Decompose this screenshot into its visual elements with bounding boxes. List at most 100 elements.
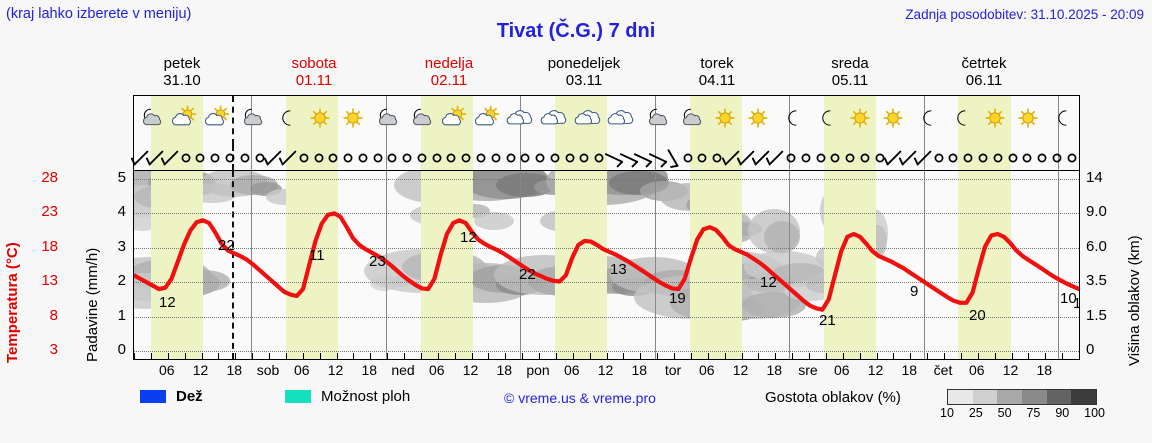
wind-calm-icon [839,145,861,170]
moon-icon [273,105,299,149]
density-step-25 [972,390,998,404]
showers-legend-label: Možnost ploh [321,388,411,405]
wind-calm-icon [588,145,610,170]
gridline-horizontal [134,213,1079,215]
sun-cloud-icon [205,105,231,149]
daylight-band [421,171,473,359]
wind-calm-icon [381,145,403,170]
sun-icon [880,105,906,149]
wind-calm-icon [1031,145,1053,170]
gridline-horizontal [134,179,1079,180]
x-axis-label: 18 [496,362,513,378]
sun-icon [340,105,366,149]
day-header-5: torek 04.11 [657,55,777,89]
day-name: sobota [291,55,337,72]
x-axis-label: 06 [833,362,850,378]
rain-legend-swatch [140,390,166,403]
wind-barb-icon [736,145,758,170]
density-step-100 [1071,390,1097,404]
wind-calm-icon [308,145,330,170]
temperature-extreme-label: 13 [610,261,627,278]
density-step-75 [1022,390,1047,404]
wind-calm-icon [470,145,492,170]
wind-calm-icon [204,145,226,170]
wind-calm-icon [972,145,994,170]
wind-calm-icon [219,145,241,170]
x-axis-label: 12 [462,362,479,378]
day-header-1: petek 31.10 [122,55,242,89]
day-separator [1058,145,1059,170]
temperature-extreme-label: 10 [1060,290,1077,307]
day-header-strip: petek 31.10 sobota 01.11 nedelja 02.11 ponedel… [133,55,1080,95]
day-name: sreda [831,55,869,72]
copyright-link[interactable]: © vreme.us & vreme.pro [504,390,656,406]
density-tick: 10 [940,406,954,420]
x-axis-label: 18 [1036,362,1053,378]
wind-barb-icon [603,145,625,170]
wind-calm-icon [824,145,846,170]
cloud-density-legend-label: Gostota oblakov (%) [765,389,901,406]
wind-calm-icon [337,145,359,170]
wind-calm-icon [455,145,477,170]
precipitation-tick-5: 0 [117,341,126,358]
day-header-4: ponedeljek 03.11 [524,55,644,89]
wind-barb-icon [765,145,787,170]
cloud-height-tick-0: 14 [1086,169,1103,186]
day-header-7: četrtek 06.11 [924,55,1044,89]
precipitation-tick-0: 5 [117,169,126,186]
precipitation-tick-2: 3 [117,237,126,255]
x-axis-label: 06 [428,362,445,378]
day-separator [1058,96,1059,145]
temperature-extreme-label: 12 [159,294,176,311]
daylight-band [824,171,876,359]
wind-calm-icon [293,145,315,170]
wind-calm-icon [396,145,418,170]
temperature-extreme-label: 19 [669,290,686,307]
moon-cloud-icon [239,105,265,149]
x-axis-label: 18 [226,362,243,378]
wind-calm-icon [234,145,256,170]
wind-calm-icon [691,145,713,170]
wind-barb-icon [662,145,684,170]
temperature-extreme-label: 11 [309,247,325,264]
x-axis-label: sob [256,362,280,378]
cloud-icon [574,105,603,149]
sun-cloud-icon [171,105,198,149]
moon-icon [948,105,974,149]
day-name: ponedeljek [547,55,621,72]
sun-cloud-icon [475,105,501,149]
x-axis-label: ned [391,362,415,378]
wind-barb-icon [278,145,300,170]
wind-barb-icon [883,145,905,170]
temperature-extreme-label: 23 [369,253,386,270]
density-tick: 90 [1055,406,1070,420]
wind-calm-icon [810,145,832,170]
day-separator [520,145,521,170]
day-separator [251,145,252,170]
density-step-90 [1046,390,1072,404]
page-title: Tivat (Č.G.) 7 dni [496,20,656,42]
cloud-height-tick-2: 6.0 [1086,237,1107,255]
x-axis-label: 06 [563,362,580,378]
density-step-10 [948,390,973,404]
cloud-height-tick-4: 1.5 [1086,306,1107,324]
density-tick: 100 [1084,406,1105,420]
sun-cloud-icon [441,105,468,149]
cloud-icon [540,105,569,149]
wind-calm-icon [928,145,950,170]
showers-legend-swatch [285,390,311,403]
precipitation-tick-4: 1 [117,306,126,324]
cloud-density-tick-labels: 10 25 50 75 90 100 [940,406,1105,420]
wind-barb-icon [913,145,935,170]
day-separator [789,145,790,170]
temperature-curve [134,211,1079,312]
moon-icon [779,105,805,149]
weather-icon-row [133,95,1080,145]
precipitation-tick-1: 4 [117,203,126,221]
daylight-band [958,96,1011,145]
daylight-band [421,145,473,170]
moon-cloud-icon [374,105,400,149]
day-date: 02.11 [430,72,468,89]
daylight-band [958,171,1011,359]
x-axis-label: tor [664,362,682,378]
